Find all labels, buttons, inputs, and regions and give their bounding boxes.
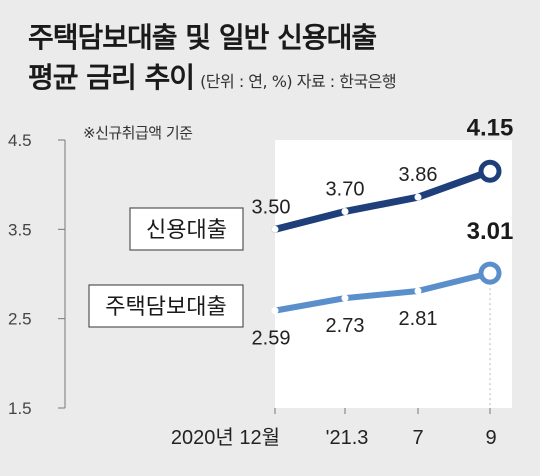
- data-point: [271, 307, 279, 315]
- y-tick-label: 4.5: [8, 131, 32, 150]
- x-tick-label: '21.3: [326, 427, 369, 449]
- data-point: [341, 207, 349, 215]
- data-point: [414, 193, 422, 201]
- footnote: ※신규취급액 기준: [83, 124, 193, 142]
- title-line2: 평균 금리 추이: [28, 61, 195, 94]
- x-tick-label: 2020년 12월: [171, 426, 280, 449]
- title-line1: 주택담보대출 및 일반 신용대출: [28, 21, 377, 54]
- series-line-mortgage: [272, 270, 493, 314]
- series-name-credit-label: 신용대출: [146, 218, 227, 243]
- x-tick-label: 7: [412, 427, 423, 449]
- data-label: 3.50: [252, 196, 291, 218]
- data-point-last: [478, 159, 502, 183]
- data-point: [414, 287, 422, 295]
- x-tick-label: 9: [485, 427, 496, 449]
- data-label: 3.01: [467, 218, 514, 245]
- series-name-mortgage-label: 주택담보대출: [105, 295, 226, 320]
- data-point-last: [478, 261, 502, 285]
- series-line-credit: [271, 167, 494, 233]
- series-name-credit-box: [129, 207, 244, 251]
- chart-title: 주택담보대출 및 일반 신용대출 평균 금리 추이 (단위 : 연, %) 자료 …: [28, 18, 397, 102]
- series-name-mortgage-box: [88, 284, 244, 328]
- y-tick-label: 2.5: [8, 310, 32, 329]
- data-label: 2.59: [252, 328, 291, 350]
- title-line2-row: 평균 금리 추이 (단위 : 연, %) 자료 : 한국은행: [28, 58, 397, 102]
- data-point: [271, 225, 279, 233]
- unit-source-note: (단위 : 연, %) 자료 : 한국은행: [200, 72, 397, 91]
- data-point: [341, 294, 349, 302]
- data-label: 3.86: [399, 164, 438, 186]
- y-tick-label: 1.5: [8, 399, 32, 418]
- plot-area: [275, 140, 512, 408]
- data-label: 3.70: [326, 178, 365, 200]
- y-tick-label: 3.5: [8, 220, 32, 239]
- data-label: 4.15: [467, 114, 514, 141]
- data-label: 2.73: [326, 315, 365, 337]
- data-label: 2.81: [399, 308, 438, 330]
